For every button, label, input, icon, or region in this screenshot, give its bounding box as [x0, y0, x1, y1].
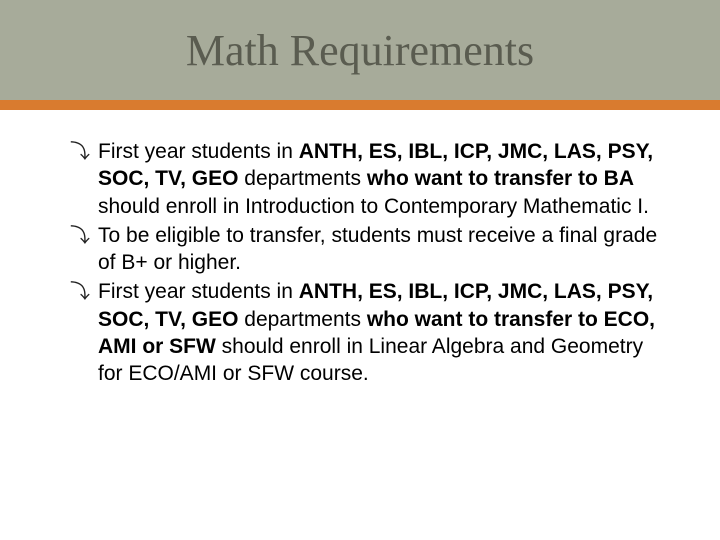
bullet-marker-icon: ⤵: [70, 222, 98, 250]
bullet-marker-icon: ⤵: [70, 278, 98, 306]
bullet-text: To be eligible to transfer, students mus…: [98, 222, 672, 277]
slide-title: Math Requirements: [186, 25, 534, 76]
bullet-text: First year students in ANTH, ES, IBL, IC…: [98, 278, 672, 387]
bullet-item: ⤵ To be eligible to transfer, students m…: [70, 222, 672, 277]
bullet-text: First year students in ANTH, ES, IBL, IC…: [98, 138, 672, 220]
content-area: ⤵ First year students in ANTH, ES, IBL, …: [0, 110, 720, 388]
bullet-item: ⤵ First year students in ANTH, ES, IBL, …: [70, 278, 672, 387]
bullet-marker-icon: ⤵: [70, 138, 98, 166]
accent-bar: [0, 100, 720, 110]
bullet-item: ⤵ First year students in ANTH, ES, IBL, …: [70, 138, 672, 220]
header-band: Math Requirements: [0, 0, 720, 100]
